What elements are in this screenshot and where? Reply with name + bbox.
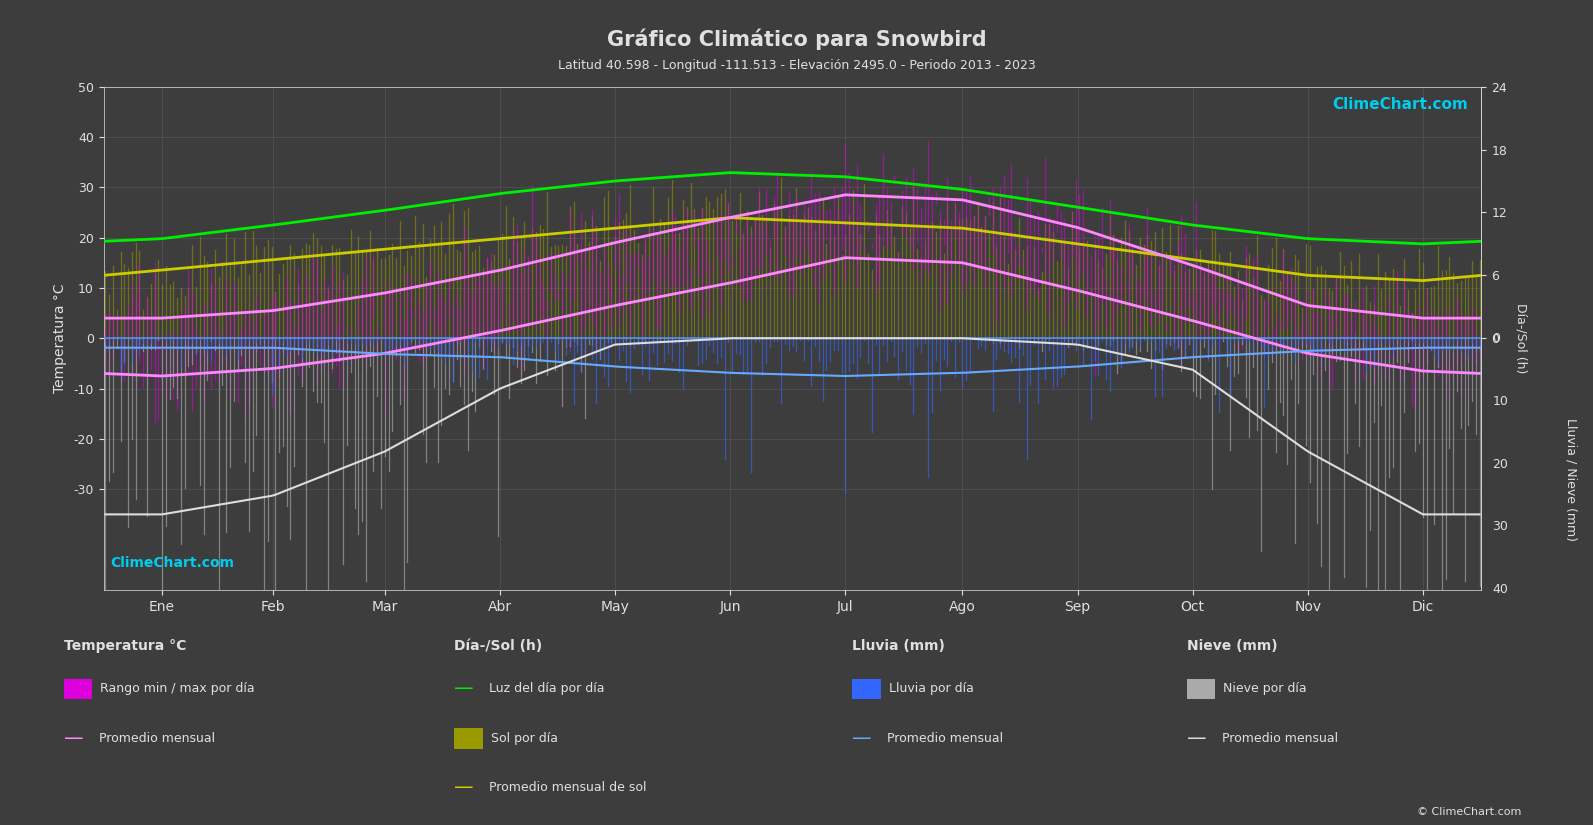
Text: Lluvia / Nieve (mm): Lluvia / Nieve (mm) bbox=[1564, 417, 1577, 540]
Text: 0: 0 bbox=[1493, 332, 1501, 345]
Text: —: — bbox=[64, 728, 83, 748]
Text: Gráfico Climático para Snowbird: Gráfico Climático para Snowbird bbox=[607, 29, 986, 50]
Text: © ClimeChart.com: © ClimeChart.com bbox=[1416, 807, 1521, 817]
Text: ClimeChart.com: ClimeChart.com bbox=[110, 556, 234, 570]
Text: Promedio mensual: Promedio mensual bbox=[99, 732, 215, 745]
Text: Rango min / max por día: Rango min / max por día bbox=[100, 682, 255, 695]
Text: Lluvia (mm): Lluvia (mm) bbox=[852, 639, 945, 653]
Text: Nieve (mm): Nieve (mm) bbox=[1187, 639, 1278, 653]
Text: 10: 10 bbox=[1493, 394, 1509, 408]
Text: Nieve por día: Nieve por día bbox=[1223, 682, 1306, 695]
Text: Luz del día por día: Luz del día por día bbox=[489, 682, 605, 695]
Text: 20: 20 bbox=[1493, 458, 1509, 470]
Text: Lluvia por día: Lluvia por día bbox=[889, 682, 973, 695]
Text: ClimeChart.com: ClimeChart.com bbox=[1332, 97, 1467, 111]
Text: Promedio mensual de sol: Promedio mensual de sol bbox=[489, 781, 647, 794]
Text: —: — bbox=[454, 778, 473, 798]
Text: 40: 40 bbox=[1493, 583, 1509, 596]
Text: Día-/Sol (h): Día-/Sol (h) bbox=[454, 639, 542, 653]
Text: —: — bbox=[454, 679, 473, 699]
Text: Temperatura °C: Temperatura °C bbox=[64, 639, 186, 653]
Text: 30: 30 bbox=[1493, 521, 1509, 534]
Text: Promedio mensual: Promedio mensual bbox=[887, 732, 1004, 745]
Text: Sol por día: Sol por día bbox=[491, 732, 558, 745]
Y-axis label: Día-/Sol (h): Día-/Sol (h) bbox=[1513, 303, 1528, 374]
Y-axis label: Temperatura °C: Temperatura °C bbox=[53, 284, 67, 393]
Text: —: — bbox=[852, 728, 871, 748]
Text: Promedio mensual: Promedio mensual bbox=[1222, 732, 1338, 745]
Text: Latitud 40.598 - Longitud -111.513 - Elevación 2495.0 - Periodo 2013 - 2023: Latitud 40.598 - Longitud -111.513 - Ele… bbox=[558, 59, 1035, 73]
Text: —: — bbox=[1187, 728, 1206, 748]
